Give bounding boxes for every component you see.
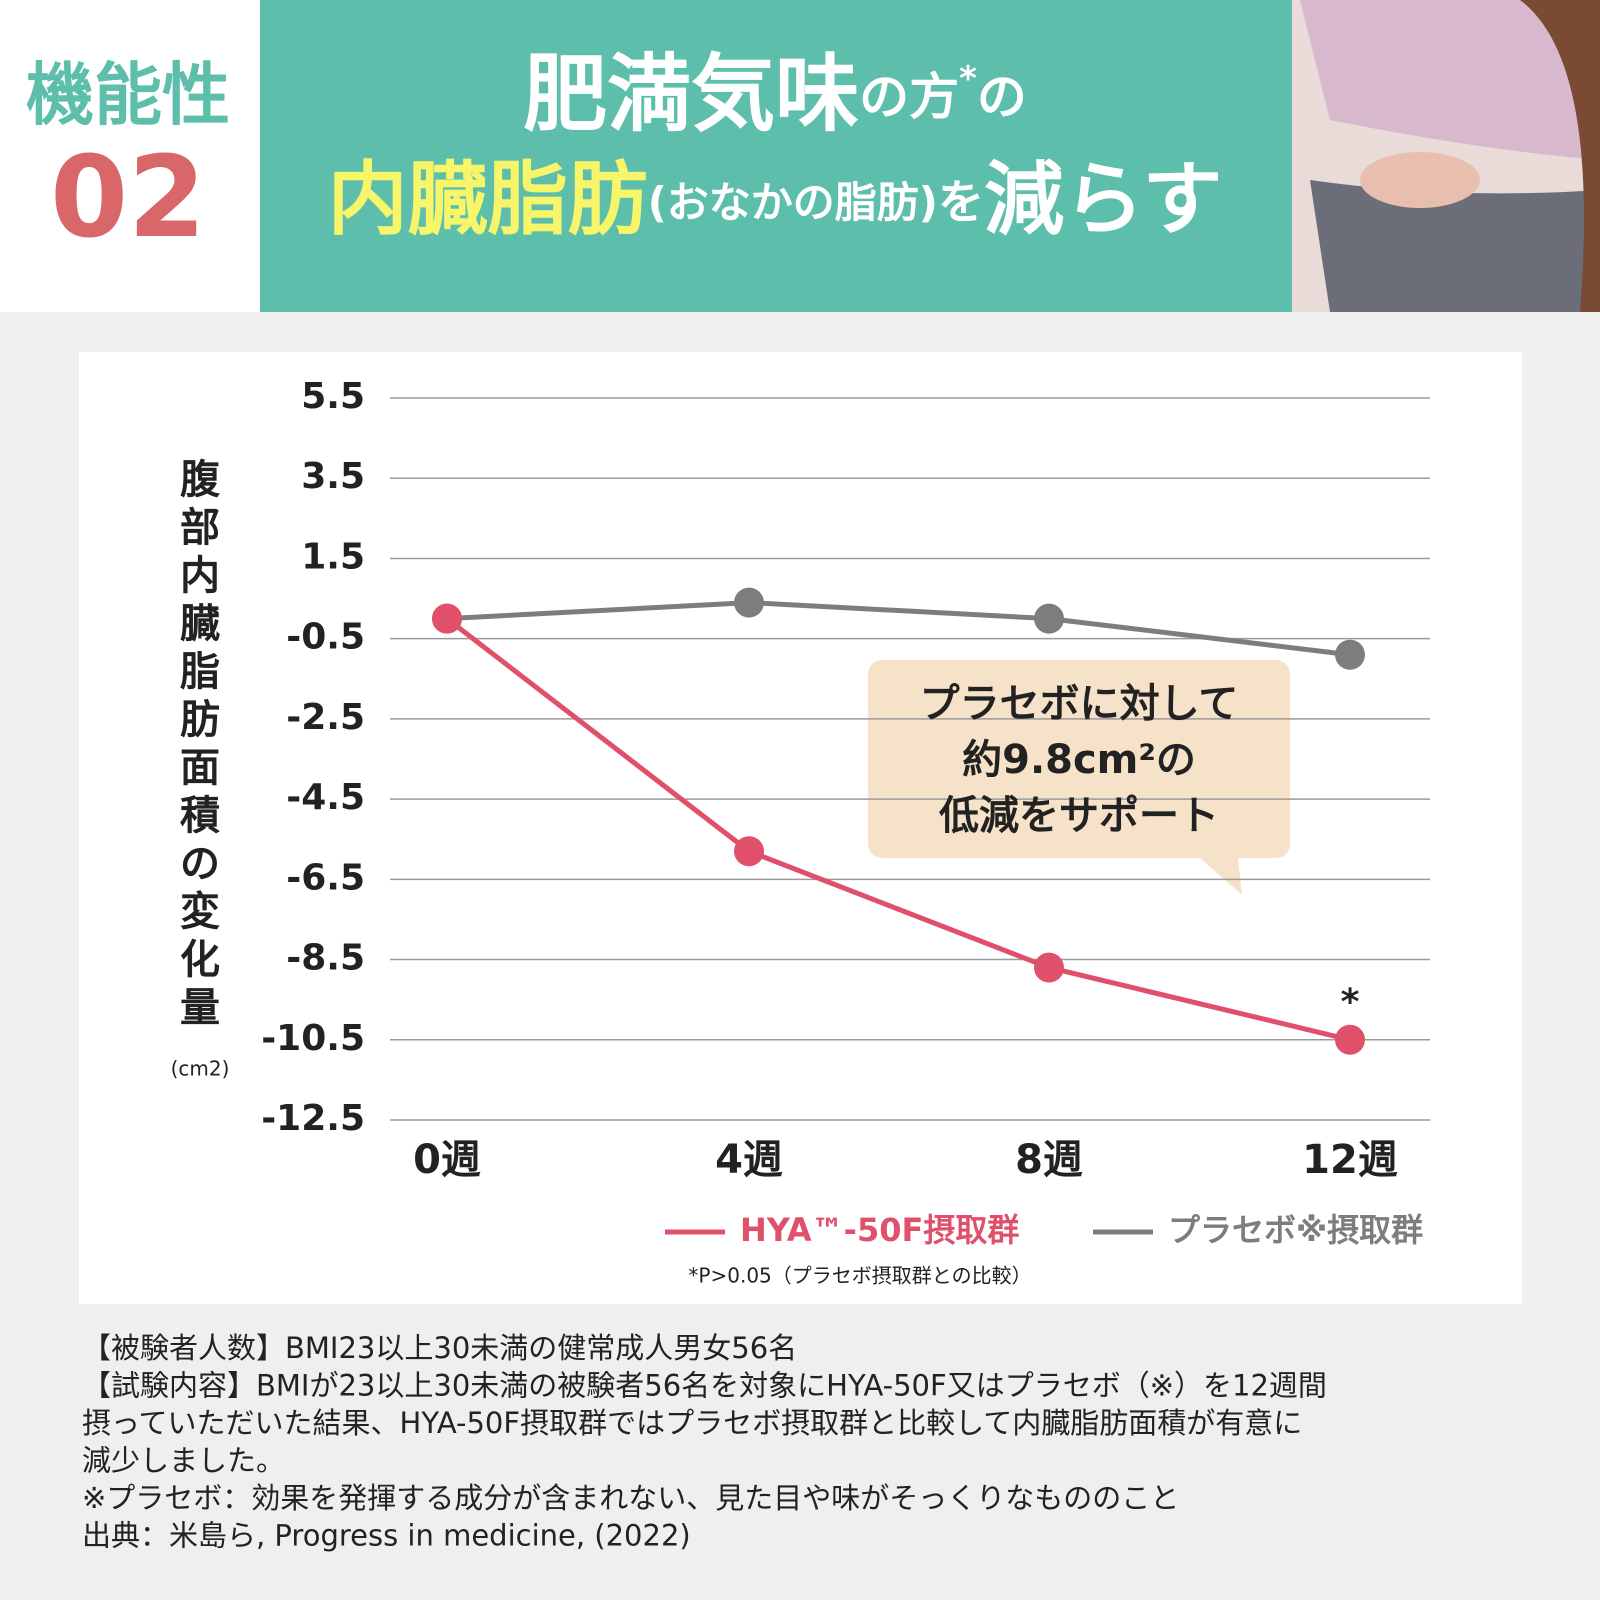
callout-text: 約9.8cm²の xyxy=(962,737,1196,783)
title-part: 肥満気味 xyxy=(523,45,859,143)
y-axis-label: の xyxy=(180,841,220,887)
title-part: 減らす xyxy=(984,153,1222,246)
y-tick-label: -10.5 xyxy=(261,1018,365,1059)
y-axis-label: 肪 xyxy=(180,697,220,743)
legend-label: プラセボ※摂取群 xyxy=(1168,1211,1423,1249)
y-axis-label: 積 xyxy=(180,793,220,839)
feature-label: 機能性 xyxy=(26,57,230,136)
y-axis-label: 臓 xyxy=(180,601,220,647)
x-tick-label: 0週 xyxy=(413,1137,481,1183)
y-tick-label: -0.5 xyxy=(286,617,365,658)
data-point xyxy=(734,587,764,618)
data-point xyxy=(734,836,764,867)
y-tick-label: 3.5 xyxy=(301,456,365,497)
label-panel xyxy=(0,0,260,312)
footnote: *P>0.05（プラセボ摂取群との比較） xyxy=(688,1264,1031,1288)
y-axis-label: 腹 xyxy=(180,457,221,503)
significance-mark: * xyxy=(1341,982,1360,1023)
y-axis-label: 化 xyxy=(180,937,220,983)
y-tick-label: -8.5 xyxy=(286,938,365,979)
x-tick-label: 12週 xyxy=(1302,1137,1398,1183)
title-part: (おなかの脂肪) xyxy=(648,178,938,227)
y-tick-label: -6.5 xyxy=(286,857,365,898)
y-tick-label: 5.5 xyxy=(301,376,365,417)
notes: 【被験者人数】BMI23以上30未満の健常成人男女56名【試験内容】BMIが23… xyxy=(82,1331,1327,1553)
y-axis-label: 脂 xyxy=(180,649,220,695)
title-line: 内臓脂肪(おなかの脂肪)を減らす xyxy=(328,153,1223,246)
title-part: 内臓脂肪 xyxy=(328,153,648,246)
y-axis-label: 変 xyxy=(180,889,220,935)
y-axis-label: 量 xyxy=(180,985,220,1031)
x-tick-label: 8週 xyxy=(1015,1137,1083,1183)
chart: 5.5 3.5 1.5 -0.5 -2.5 -4.5 -6.5 -8.5 -10.5 -12.5 腹… xyxy=(171,376,1430,1288)
photo xyxy=(1292,0,1600,312)
note-line: 【被験者人数】BMI23以上30未満の健常成人男女56名 xyxy=(82,1331,797,1365)
y-tick-label: -12.5 xyxy=(261,1098,365,1139)
data-point xyxy=(1335,1024,1365,1055)
data-point xyxy=(1034,603,1064,634)
series-line xyxy=(446,600,1351,658)
callout-text: 低減をサポート xyxy=(939,793,1219,839)
data-point xyxy=(1335,639,1365,670)
series-line xyxy=(445,616,1351,1043)
y-axis-label: 内 xyxy=(180,553,220,599)
title-panel xyxy=(260,0,1292,312)
y-axis-label: 部 xyxy=(180,505,220,551)
data-point xyxy=(1034,952,1064,983)
y-axis-unit: (cm2) xyxy=(171,1057,230,1081)
data-point xyxy=(432,603,462,634)
title-part: の方 xyxy=(859,68,959,126)
note-line: 減少しました。 xyxy=(82,1444,285,1478)
legend-label: HYA™-50F摂取群 xyxy=(740,1211,1019,1249)
title-part: を xyxy=(938,175,984,229)
title-part: * xyxy=(959,59,977,99)
title-part: の xyxy=(977,68,1027,126)
note-line: 出典：米島ら, Progress in medicine, (2022) xyxy=(82,1519,691,1553)
callout-text: プラセボに対して xyxy=(920,681,1239,727)
y-axis-label: 面 xyxy=(180,745,220,791)
y-tick-label: 1.5 xyxy=(301,536,365,577)
title-line: 肥満気味の方*の xyxy=(523,45,1027,143)
note-line: 【試験内容】BMIが23以上30未満の被験者56名を対象にHYA-50F又はプラ… xyxy=(82,1369,1327,1403)
note-line: ※プラセボ：効果を発揮する成分が含まれない、見た目や味がそっくりなもののこと xyxy=(82,1481,1179,1515)
x-tick-label: 4週 xyxy=(715,1137,783,1183)
note-line: 摂っていただいた結果、HYA-50F摂取群ではプラセボ摂取群と比較して内臓脂肪面… xyxy=(82,1406,1302,1440)
y-tick-label: -2.5 xyxy=(286,697,365,738)
feature-number: 02 xyxy=(50,133,206,263)
y-tick-label: -4.5 xyxy=(286,777,365,818)
